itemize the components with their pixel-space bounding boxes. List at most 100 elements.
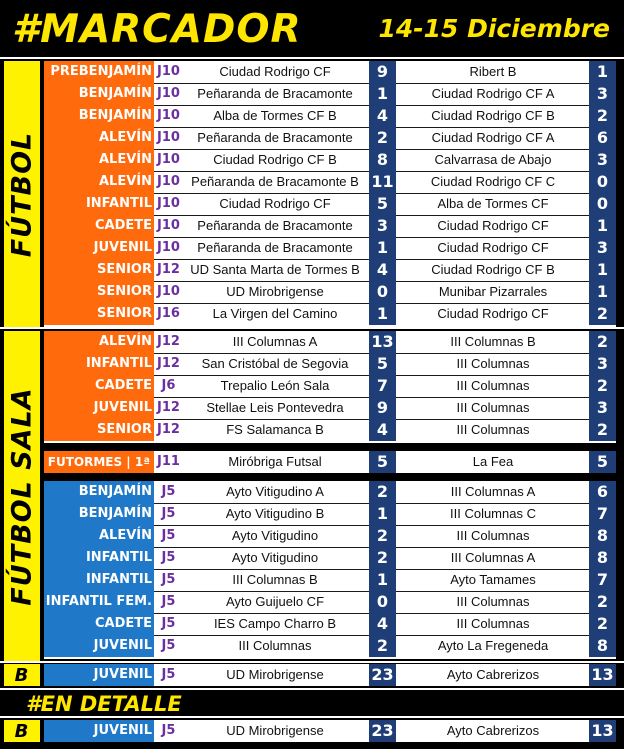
home-team: Alba de Tormes CF B [213,108,337,123]
en-detalle-title: #EN DETALLE [26,692,182,716]
result-row: ALEVÍN J10 Peñaranda de Bracamonte 2 Ciudad … [44,127,616,149]
away-score: 1 [589,259,616,281]
round-label: J10 [157,152,180,167]
row-divider [44,525,616,526]
round-label: J12 [157,262,180,277]
futbol-label-text: FÚTBOL [6,131,38,257]
round-label: J5 [161,484,176,499]
away-team: III Columnas B [450,334,536,349]
home-team: UD Mirobrigense [226,284,324,299]
away-score: 2 [589,105,616,127]
away-team: Munibar Pizarrales [438,284,548,299]
away-team: Alba de Tormes CF [437,196,549,211]
away-score: 3 [589,149,616,171]
home-team: La Virgen del Camino [212,306,338,321]
home-score: 0 [369,591,396,613]
round-label: J12 [157,356,180,371]
category-label: SENIOR [44,281,154,303]
round-label: J10 [157,86,180,101]
row-divider [44,237,616,238]
home-score: 2 [369,635,396,657]
away-team: Ciudad Rodrigo CF B [431,108,555,123]
away-team: Ciudad Rodrigo CF C [430,174,556,189]
category-label: SENIOR [44,419,154,441]
result-row: INFANTIL J5 III Columnas B 1 Ayto Tamames 7 [44,569,616,591]
row-divider [44,397,616,398]
b-side-label-detalle: B [4,720,40,742]
futbol-side-label: FÚTBOL [4,61,40,327]
page-title: #MARCADOR [12,7,302,52]
row-divider [44,635,616,636]
row-divider [44,171,616,172]
category-label: ALEVÍN [44,127,154,149]
category-label: SENIOR [44,303,154,325]
category-label: CADETE [44,215,154,237]
away-team: III Columnas [456,528,530,543]
away-score: 7 [589,569,616,591]
home-team: FS Salamanca B [226,422,324,437]
detalle-results-table: JUVENIL J5 UD Mirobrigense 23 Ayto Cabrerizo… [44,720,616,742]
result-row: SENIOR J12 FS Salamanca B 4 III Columnas 2 [44,419,616,441]
result-row: CADETE J10 Peñaranda de Bracamonte 3 Ciudad … [44,215,616,237]
round-label: J10 [157,196,180,211]
category-label: ALEVÍN [44,171,154,193]
row-divider [44,375,616,376]
home-score: 2 [369,481,396,503]
futbol-sala-blue-table: BENJAMÍN J5 Ayto Vitigudino A 2 III Columnas… [44,481,616,659]
away-score: 2 [589,613,616,635]
round-label: J10 [157,174,180,189]
category-label: ALEVÍN [44,149,154,171]
row-divider [44,215,616,216]
result-row: BENJAMÍN J10 Peñaranda de Bracamonte 1 Ciuda… [44,83,616,105]
home-score: 4 [369,419,396,441]
round-label: J5 [161,550,176,565]
away-team: La Fea [472,454,514,469]
result-row: JUVENIL J12 Stellae Leis Pontevedra 9 III Co… [44,397,616,419]
round-label: J10 [157,108,180,123]
away-team: Ayto Tamames [450,572,536,587]
home-score: 0 [369,281,396,303]
row-divider [44,105,616,106]
away-team: Ciudad Rodrigo CF [437,306,549,321]
home-team: Ayto Vitigudino [231,528,319,543]
category-label: ALEVÍN [44,525,154,547]
result-row: BENJAMÍN J5 Ayto Vitigudino B 1 III Columnas… [44,503,616,525]
category-label: INFANTIL [44,353,154,375]
round-label: J5 [161,528,176,543]
category-label: INFANTIL [44,547,154,569]
away-team: III Columnas [456,594,530,609]
category-label: JUVENIL [44,720,154,742]
result-row: JUVENIL J5 UD Mirobrigense 23 Ayto Cabrerizo… [44,664,616,686]
away-team: Ciudad Rodrigo CF [437,218,549,233]
category-label: INFANTIL [44,193,154,215]
away-score: 8 [589,547,616,569]
away-score: 1 [589,281,616,303]
home-score: 4 [369,259,396,281]
home-team: Ciudad Rodrigo CF B [213,152,337,167]
home-score: 4 [369,613,396,635]
away-score: 2 [589,591,616,613]
home-score: 7 [369,375,396,397]
row-divider [44,353,616,354]
home-team: Trepalio León Sala [220,378,330,393]
divider [0,327,624,329]
row-divider [44,193,616,194]
round-label: J10 [157,130,180,145]
divider [0,716,624,718]
result-row: INFANTIL J12 San Cristóbal de Segovia 5 III … [44,353,616,375]
away-score: 1 [589,215,616,237]
row-divider [44,613,616,614]
result-row: CADETE J5 IES Campo Charro B 4 III Columnas 2 [44,613,616,635]
divider [0,57,624,59]
row-divider [44,127,616,128]
futormes-table: FUTORMES | 1ª J11 Miróbriga Futsal 5 La Fea 5 [44,451,616,473]
result-row: BENJAMÍN J5 Ayto Vitigudino A 2 III Columnas… [44,481,616,503]
round-label: J11 [157,454,180,469]
home-team: III Columnas B [232,572,318,587]
home-score: 5 [369,193,396,215]
category-label: JUVENIL [44,664,154,686]
away-team: Ciudad Rodrigo CF B [431,262,555,277]
home-score: 1 [369,237,396,259]
category-label: BENJAMÍN [44,105,154,127]
